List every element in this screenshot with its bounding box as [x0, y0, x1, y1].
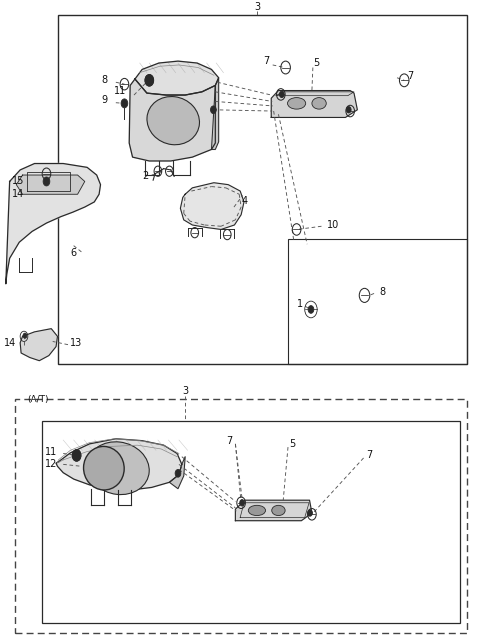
Circle shape — [279, 91, 284, 98]
Ellipse shape — [312, 98, 326, 109]
Text: 13: 13 — [71, 338, 83, 348]
Circle shape — [23, 333, 27, 338]
Circle shape — [175, 469, 181, 477]
Text: 7: 7 — [227, 436, 233, 446]
Circle shape — [43, 177, 50, 186]
Polygon shape — [56, 439, 182, 490]
Polygon shape — [169, 457, 185, 489]
Text: 2: 2 — [142, 171, 148, 181]
Circle shape — [347, 107, 351, 113]
Circle shape — [72, 449, 81, 461]
Polygon shape — [6, 163, 100, 284]
Circle shape — [308, 305, 314, 313]
Polygon shape — [135, 61, 219, 95]
Text: 8: 8 — [101, 75, 107, 86]
Text: (A/T): (A/T) — [27, 395, 49, 404]
Bar — [42, 421, 460, 623]
Circle shape — [240, 500, 244, 506]
Text: 5: 5 — [313, 58, 320, 68]
Text: 11: 11 — [45, 446, 58, 457]
Ellipse shape — [288, 98, 306, 109]
Text: 11: 11 — [114, 86, 126, 96]
Circle shape — [308, 510, 312, 516]
Text: 14: 14 — [12, 189, 24, 199]
Text: 4: 4 — [241, 195, 247, 206]
Ellipse shape — [147, 96, 200, 145]
Ellipse shape — [87, 442, 149, 494]
Text: 15: 15 — [12, 176, 24, 186]
Bar — [288, 239, 468, 364]
Bar — [59, 15, 468, 364]
Circle shape — [211, 106, 216, 114]
Text: 8: 8 — [380, 287, 386, 296]
Text: 9: 9 — [101, 95, 107, 105]
Text: 3: 3 — [182, 386, 188, 396]
Text: 12: 12 — [45, 459, 58, 469]
Circle shape — [121, 99, 128, 108]
Text: 7: 7 — [264, 56, 270, 66]
Ellipse shape — [84, 446, 124, 490]
Text: 6: 6 — [71, 248, 77, 258]
Polygon shape — [212, 78, 219, 149]
Polygon shape — [271, 91, 357, 118]
Polygon shape — [129, 79, 216, 161]
Polygon shape — [235, 500, 312, 521]
Text: 7: 7 — [407, 71, 413, 81]
Polygon shape — [180, 183, 244, 230]
Ellipse shape — [248, 505, 265, 516]
Polygon shape — [16, 175, 85, 194]
Text: 14: 14 — [4, 338, 16, 348]
Text: 5: 5 — [289, 439, 296, 449]
Bar — [15, 399, 468, 633]
Circle shape — [145, 75, 154, 86]
Text: 1: 1 — [297, 300, 303, 309]
Ellipse shape — [272, 505, 285, 516]
Text: 3: 3 — [254, 2, 260, 12]
Text: 7: 7 — [366, 450, 372, 460]
Polygon shape — [20, 329, 58, 361]
Text: 10: 10 — [327, 220, 339, 230]
